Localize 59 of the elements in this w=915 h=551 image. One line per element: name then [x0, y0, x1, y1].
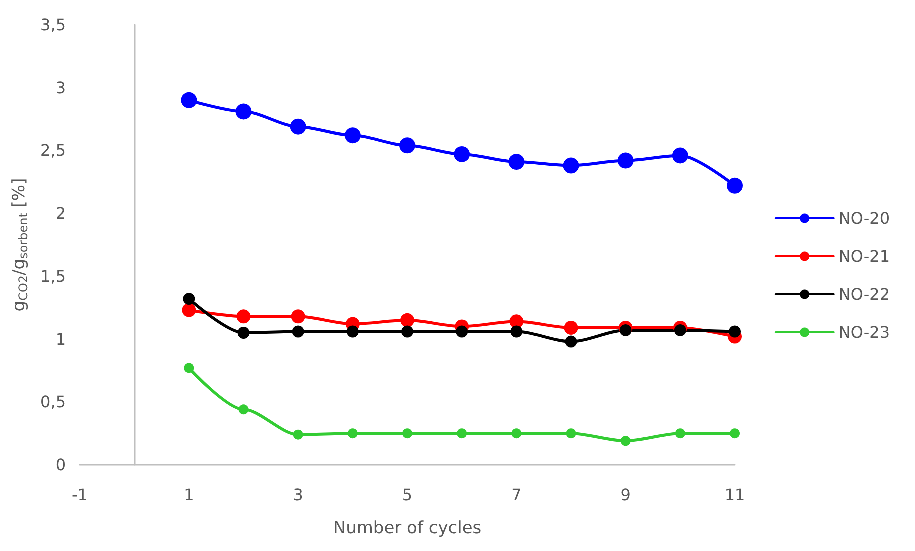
- point: [727, 178, 743, 194]
- point: [183, 293, 196, 306]
- point: [348, 428, 358, 439]
- x-tick-label: 1: [184, 486, 194, 504]
- y-tick-label: 1: [56, 330, 66, 349]
- point: [729, 326, 741, 338]
- y-axis-title: gCO2/gsorbent [%]: [10, 178, 31, 312]
- x-tick-label: -1: [72, 486, 88, 504]
- point: [184, 363, 194, 374]
- point: [565, 336, 578, 348]
- point: [291, 310, 306, 324]
- point: [290, 118, 306, 135]
- point: [620, 436, 631, 446]
- y-tick-label: 2,5: [40, 141, 66, 160]
- y-tick-label: 2: [56, 204, 66, 224]
- point: [564, 320, 578, 335]
- x-axis-title: Number of cycles: [333, 518, 482, 538]
- point: [238, 327, 250, 339]
- point: [400, 138, 416, 154]
- point: [618, 152, 634, 169]
- y-tick-label: 0,5: [40, 392, 66, 412]
- point: [672, 148, 688, 164]
- point: [400, 313, 414, 328]
- x-tick-label: 9: [620, 486, 631, 504]
- point: [292, 326, 304, 338]
- legend-label: NO-21: [838, 247, 890, 266]
- point: [346, 326, 359, 338]
- point: [566, 428, 576, 439]
- legend-label: NO-22: [838, 285, 890, 304]
- point: [236, 310, 251, 324]
- y-tick-label: 1,5: [40, 266, 66, 286]
- x-tick-label: 3: [293, 486, 304, 504]
- point: [402, 326, 414, 338]
- point: [454, 146, 470, 162]
- y-tick-label: 3: [56, 78, 66, 98]
- point: [512, 428, 522, 439]
- y-tick-label: 3,5: [40, 16, 66, 34]
- point: [182, 303, 196, 318]
- point: [620, 324, 632, 336]
- y-tick-label: 0: [56, 456, 66, 474]
- legend-label: NO-23: [838, 323, 890, 342]
- point: [293, 430, 304, 440]
- point: [238, 404, 249, 415]
- x-tick-label: 11: [724, 486, 746, 504]
- point: [181, 92, 198, 108]
- legend-label: NO-20: [838, 209, 890, 228]
- point: [508, 154, 525, 170]
- point: [510, 326, 523, 338]
- point: [344, 128, 361, 144]
- point: [456, 326, 468, 338]
- x-tick-label: 5: [402, 486, 413, 504]
- point: [563, 158, 580, 174]
- point: [236, 104, 252, 120]
- point: [675, 428, 686, 439]
- x-tick-label: 7: [512, 486, 522, 504]
- point: [674, 324, 686, 336]
- point: [402, 428, 412, 439]
- point: [457, 428, 468, 439]
- point: [730, 428, 740, 439]
